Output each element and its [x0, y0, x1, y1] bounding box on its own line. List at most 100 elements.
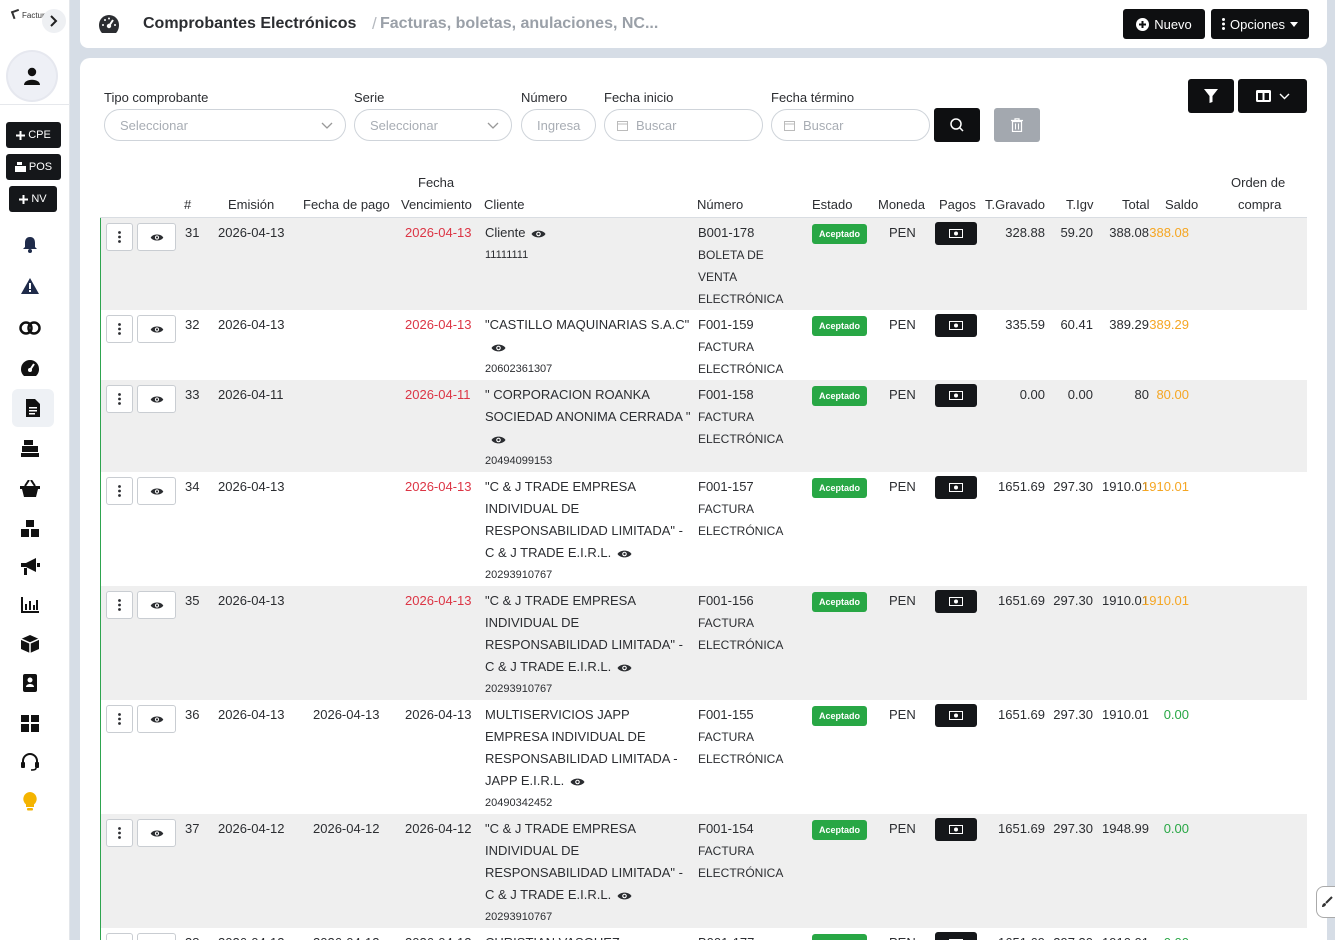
payments-button[interactable] [935, 314, 977, 337]
payments-button[interactable] [935, 222, 977, 245]
row-view-button[interactable] [137, 705, 176, 733]
new-cpe-button[interactable]: CPE [6, 122, 61, 148]
toggle-nav[interactable] [16, 314, 44, 342]
row-saldo: 0.00 [1164, 932, 1189, 940]
row-actions-button[interactable] [106, 385, 133, 413]
search-button[interactable] [934, 108, 980, 142]
col-total[interactable]: Total [1122, 197, 1150, 212]
col-orden-line1[interactable]: Orden de [1231, 175, 1286, 190]
theme-customizer-button[interactable] [1316, 886, 1335, 918]
row-fecha-pago: 2026-04-12 [313, 821, 380, 836]
apps-nav[interactable] [16, 709, 44, 737]
col-fecha-venc-line2[interactable]: Vencimiento [401, 197, 472, 212]
notifications-nav[interactable] [16, 230, 44, 258]
new-nv-button[interactable]: NV [9, 186, 57, 212]
payments-button[interactable] [935, 704, 977, 727]
col-orden-line2[interactable]: compra [1238, 197, 1282, 212]
options-button[interactable]: Opciones [1211, 9, 1309, 39]
row-view-button[interactable] [137, 477, 176, 505]
table-row[interactable]: 36 2026-04-13 2026-04-13 2026-04-13 MULTISER… [100, 700, 1307, 814]
fecha-inicio-input[interactable]: Buscar [604, 109, 763, 141]
table-row[interactable]: 32 2026-04-13 2026-04-13 "CASTILLO MAQUINAR… [100, 310, 1307, 380]
col-estado[interactable]: Estado [812, 197, 853, 212]
dashboard-nav[interactable] [16, 354, 44, 382]
row-actions-button[interactable] [106, 477, 133, 505]
row-cliente-doc: 20293910767 [485, 569, 553, 581]
inventory-nav[interactable] [16, 514, 44, 542]
row-cliente-line: "C & J TRADE EMPRESA [485, 590, 636, 612]
app-logo[interactable]: Factura [10, 8, 49, 20]
col-numero[interactable]: Número [697, 197, 744, 212]
row-view-button[interactable] [137, 315, 176, 343]
serie-select[interactable]: Seleccionar [354, 109, 512, 141]
expand-sidebar-button[interactable] [42, 9, 66, 33]
row-igv: 297.30 [1053, 932, 1093, 940]
row-actions-button[interactable] [106, 223, 133, 251]
row-view-button[interactable] [137, 385, 176, 413]
filter-button[interactable] [1188, 79, 1234, 113]
clear-filters-button[interactable] [994, 108, 1040, 142]
row-view-button[interactable] [137, 591, 176, 619]
col-pagos[interactable]: Pagos [939, 197, 976, 212]
tipo-select[interactable]: Seleccionar [104, 109, 346, 141]
payments-button[interactable] [935, 932, 977, 940]
new-button[interactable]: Nuevo [1123, 9, 1205, 39]
numero-input[interactable]: Ingresa [521, 109, 596, 141]
tips-nav[interactable] [16, 787, 44, 815]
row-numero-line: VENTA [698, 270, 738, 284]
contacts-nav[interactable] [16, 669, 44, 697]
eye-icon[interactable] [491, 343, 506, 353]
col-cliente[interactable]: Cliente [484, 197, 525, 212]
marketing-nav[interactable] [16, 552, 44, 580]
client-name-line: INDIVIDUAL DE [485, 615, 580, 630]
row-view-button[interactable] [137, 223, 176, 251]
col-igv[interactable]: T.Igv [1066, 197, 1094, 212]
row-actions-button[interactable] [106, 819, 133, 847]
headset-icon [21, 753, 39, 771]
row-gravado: 1651.69 [998, 479, 1045, 494]
calendar-icon [784, 120, 795, 131]
payments-button[interactable] [935, 384, 977, 407]
row-actions-button[interactable] [106, 705, 133, 733]
eye-icon[interactable] [617, 663, 632, 673]
col-saldo[interactable]: Saldo [1165, 197, 1199, 212]
table-row[interactable]: 35 2026-04-13 2026-04-13 "C & J TRADE EMPRE… [100, 586, 1307, 700]
col-emision[interactable]: Emisión [228, 197, 275, 212]
columns-toggle-button[interactable] [1238, 79, 1307, 113]
avatar[interactable] [8, 52, 56, 100]
table-row[interactable]: 34 2026-04-13 2026-04-13 "C & J TRADE EMPRE… [100, 472, 1307, 586]
payments-button[interactable] [935, 818, 977, 841]
products-nav[interactable] [16, 630, 44, 658]
eye-icon[interactable] [491, 435, 506, 445]
col-fecha-pago[interactable]: Fecha de pago [303, 197, 390, 212]
eye-icon[interactable] [531, 229, 546, 239]
pos-nav[interactable] [16, 434, 44, 462]
col-gravado[interactable]: T.Gravado [985, 197, 1045, 212]
payments-button[interactable] [935, 476, 977, 499]
support-nav[interactable] [16, 748, 44, 776]
row-actions-button[interactable] [106, 591, 133, 619]
pos-button[interactable]: POS [6, 154, 61, 180]
row-numero-line: ELECTRÓNICA [698, 292, 784, 306]
table-row[interactable]: 31 2026-04-13 2026-04-13 Cliente 11111111 B00… [100, 218, 1307, 310]
table-row[interactable]: 37 2026-04-12 2026-04-12 2026-04-12 "C & J T… [100, 814, 1307, 928]
eye-icon[interactable] [617, 549, 632, 559]
eye-icon[interactable] [617, 891, 632, 901]
alerts-nav[interactable] [16, 272, 44, 300]
row-actions-button[interactable] [106, 933, 133, 940]
fecha-termino-input[interactable]: Buscar [771, 109, 930, 141]
sales-nav[interactable] [16, 474, 44, 502]
documents-nav[interactable] [12, 389, 54, 427]
col-num[interactable]: # [184, 197, 192, 212]
table-row[interactable]: 33 2026-04-11 2026-04-11 " CORPORACION ROAN… [100, 380, 1307, 472]
payments-button[interactable] [935, 590, 977, 613]
client-name-line: "C & J TRADE EMPRESA [485, 821, 637, 836]
row-actions-button[interactable] [106, 315, 133, 343]
eye-icon[interactable] [570, 777, 585, 787]
col-moneda[interactable]: Moneda [878, 197, 925, 212]
row-view-button[interactable] [137, 933, 176, 940]
col-fecha-venc-line1[interactable]: Fecha [418, 175, 455, 190]
table-row[interactable]: 38 2026-04-12 2026-04-12 2026-04-12 CHRISTIA… [100, 928, 1307, 940]
reports-nav[interactable] [16, 591, 44, 619]
row-view-button[interactable] [137, 819, 176, 847]
